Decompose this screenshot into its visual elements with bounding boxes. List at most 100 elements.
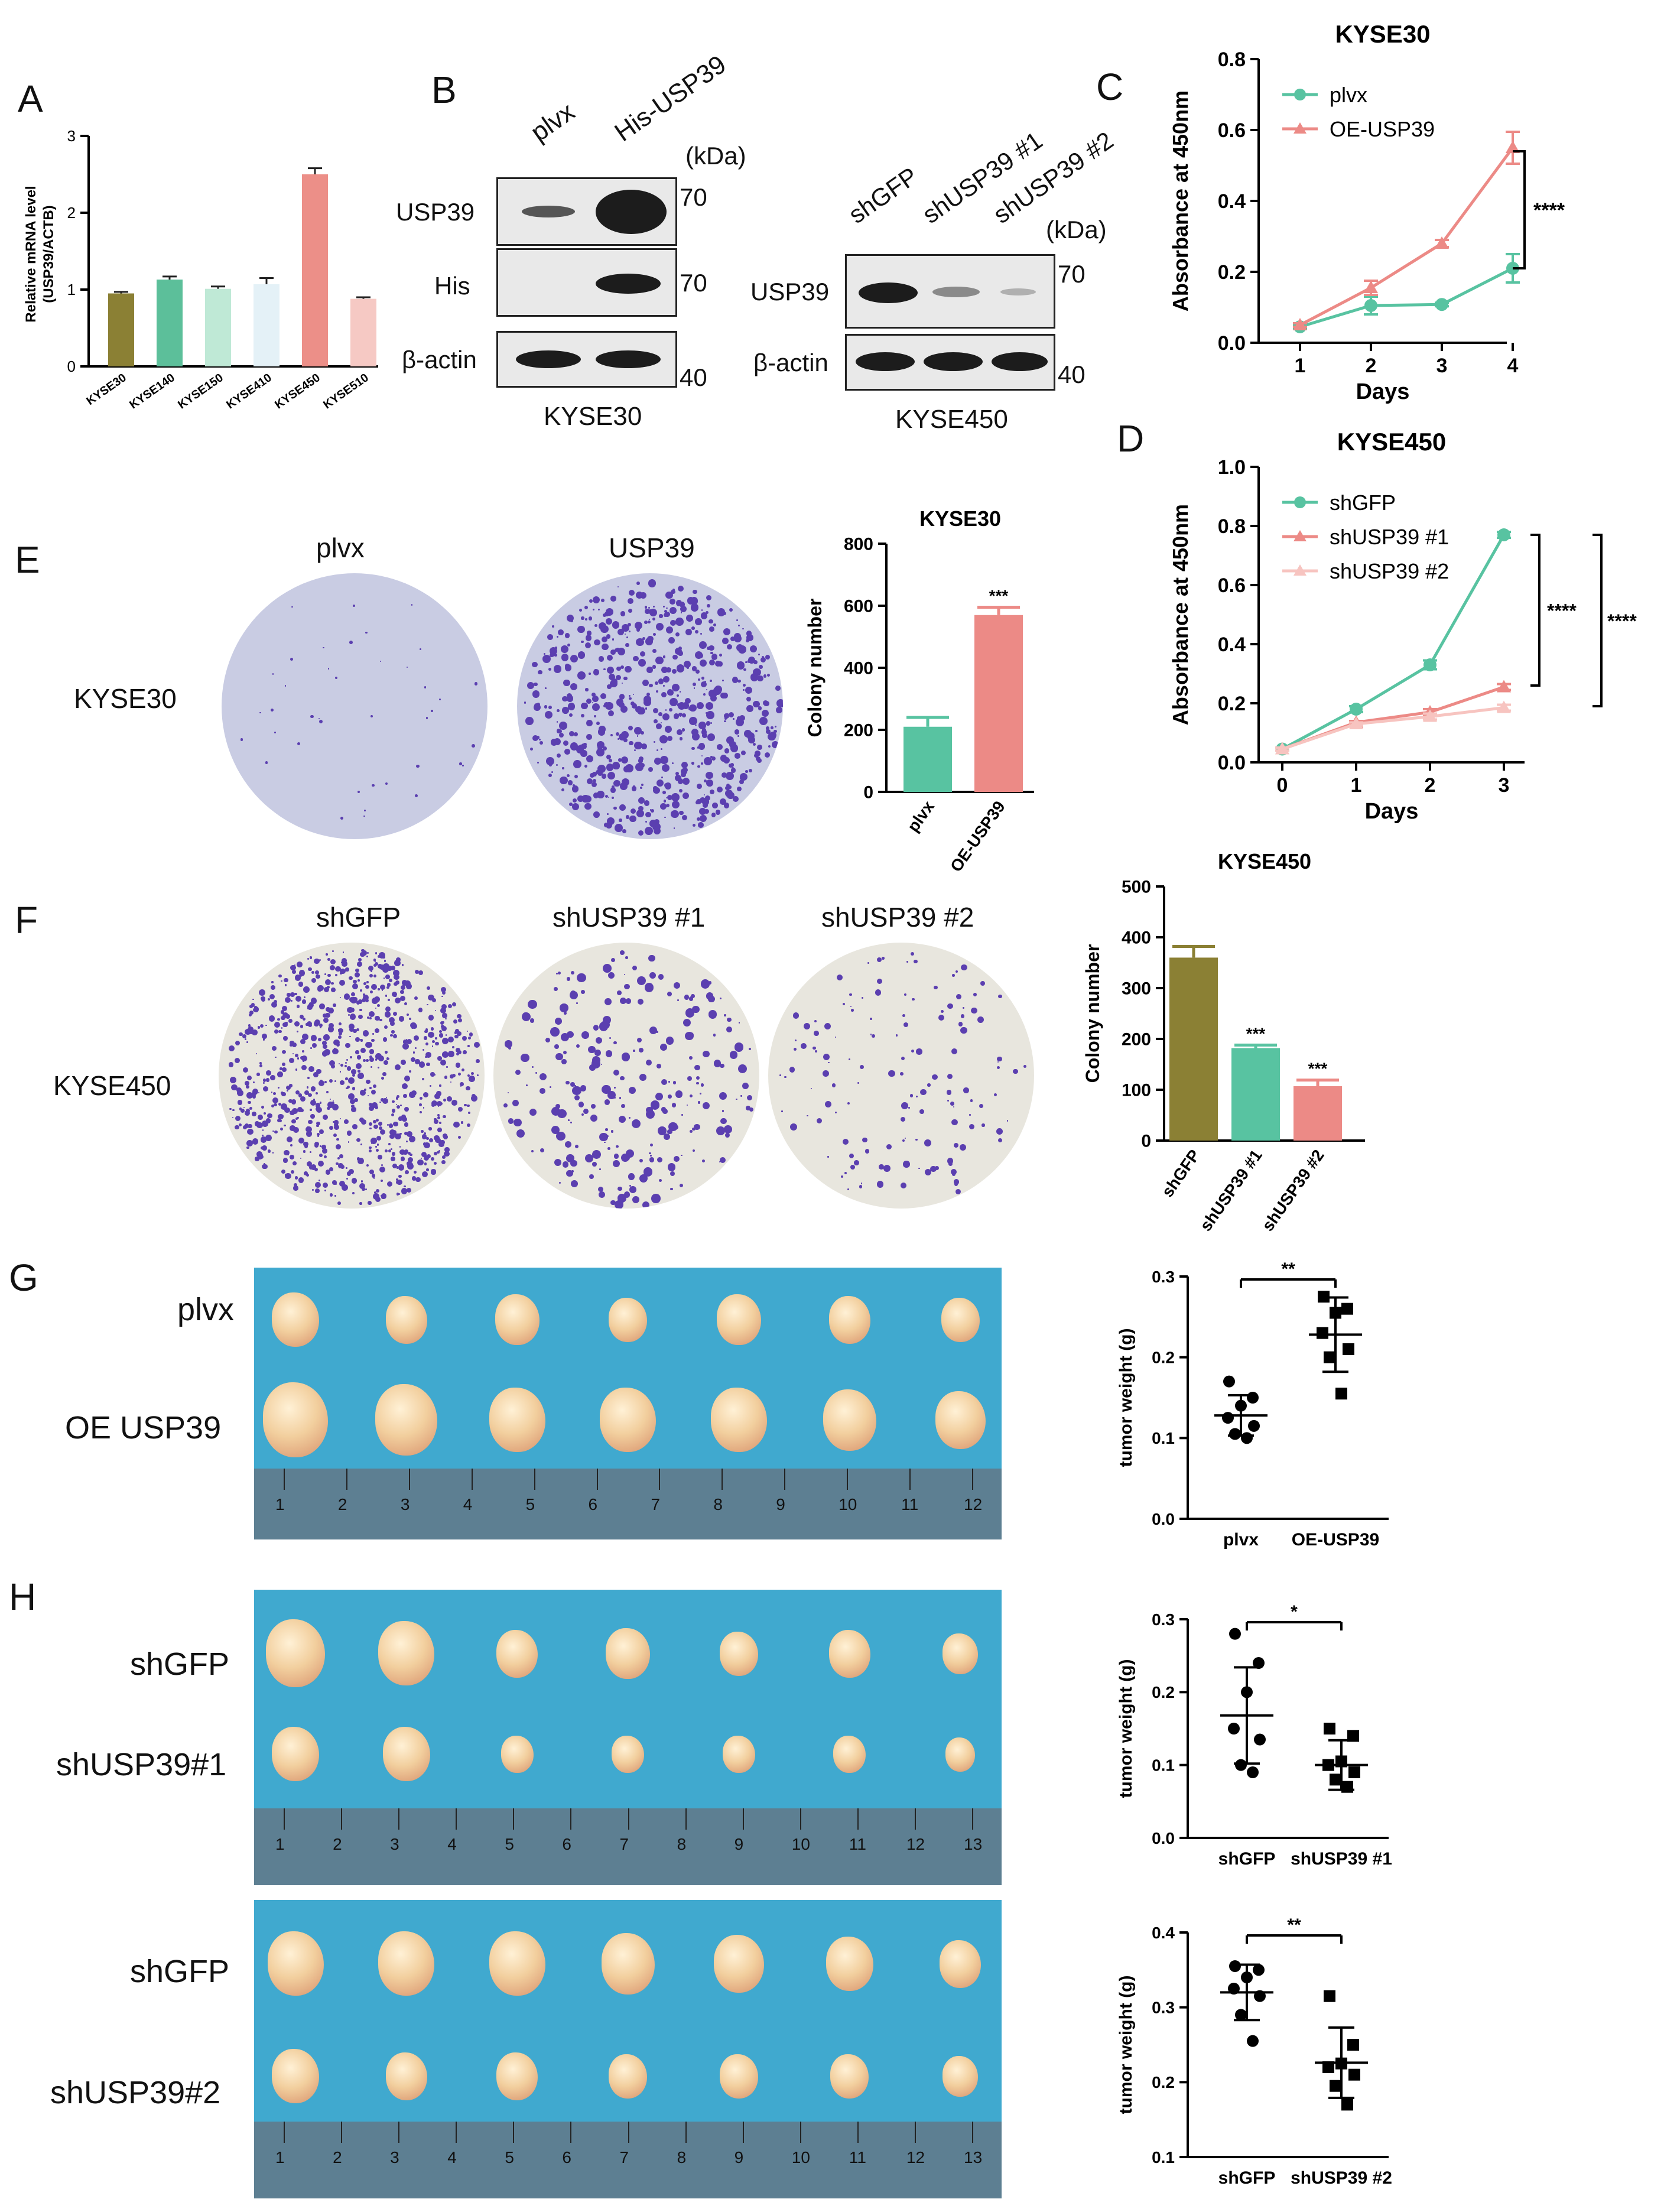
data-point (1228, 1723, 1240, 1734)
ruler-tick-label: 6 (562, 1835, 571, 1853)
ruler-tick-label: 8 (677, 2148, 687, 2166)
tumor (609, 1298, 647, 1342)
tumor (382, 1727, 430, 1781)
blot-usp39-right (845, 254, 1055, 329)
data-point (1435, 236, 1449, 249)
y-tick-label: 0.3 (1152, 1998, 1175, 2016)
y-tick-label: 600 (844, 597, 873, 616)
row-label-beta-actin: β-actin (402, 346, 477, 373)
ruler-tick (857, 1808, 859, 1830)
ruler-tick-label: 7 (651, 1495, 661, 1513)
tumor (267, 1931, 324, 1996)
bar (1231, 1048, 1280, 1141)
ruler-tick (628, 2122, 629, 2143)
y-tick-label: 500 (1122, 878, 1151, 897)
colony-dish-e-usp39 (517, 573, 783, 839)
y-tick-label: 0.0 (1218, 332, 1246, 355)
tumor (713, 1935, 764, 1993)
colony-f-cell-line: KYSE450 (53, 1070, 171, 1101)
tumor-g-row-oe-usp39: OE USP39 (65, 1410, 222, 1446)
y-axis-label: tumor weight (g) (1116, 1976, 1136, 2114)
bar (205, 288, 231, 366)
lane-label-shusp39-2: shUSP39 #2 (988, 126, 1119, 229)
mw-70a: 70 (680, 183, 707, 211)
ruler-tick (341, 1808, 343, 1830)
ruler-tick (972, 2122, 973, 2143)
data-point (1293, 318, 1307, 330)
y-tick-label: 0.4 (1152, 1924, 1175, 1942)
ruler-tick (972, 1808, 973, 1830)
ruler-tick (284, 2122, 285, 2143)
x-tick-label: 2 (1425, 774, 1436, 797)
x-tick-label: KYSE510 (321, 371, 371, 411)
chart-title: KYSE450 (1218, 849, 1311, 873)
tumor (935, 1391, 986, 1449)
ruler-tick-label: 2 (333, 1835, 342, 1853)
data-point (1341, 2099, 1353, 2111)
bar (350, 298, 376, 366)
tumor (942, 1633, 978, 1674)
data-point (1424, 658, 1436, 671)
significance-label: *** (989, 587, 1009, 605)
y-tick-label: 100 (1122, 1081, 1151, 1100)
data-point (1341, 1302, 1353, 1315)
chart-a: 0 1 2 3 Relative mRNA level (USP39/ACTB) KYSE3… (23, 127, 378, 411)
colony-dish-f-shgfp (219, 943, 485, 1209)
y-axis-label: Colony number (804, 599, 826, 738)
y-tick-label: 0.2 (1152, 2073, 1175, 2091)
data-point (1317, 1327, 1328, 1339)
ruler-tick-label: 8 (677, 1835, 687, 1853)
x-tick-label: plvx (904, 797, 938, 835)
series-line (1299, 267, 1514, 329)
data-point (1435, 298, 1448, 311)
ruler-tick-label: 2 (333, 2148, 342, 2166)
ruler-tick-label: 9 (734, 1835, 744, 1853)
colony-dish-e-plvx (222, 573, 488, 839)
legend-label: shUSP39 #1 (1330, 525, 1449, 549)
y-tick-label: 3 (67, 127, 76, 145)
tumor-photo-h1: 1 2 3 4 5 6 7 8 9 10 11 12 13 (254, 1590, 1002, 1885)
ruler-tick (284, 1808, 285, 1830)
ruler-tick (596, 1469, 598, 1490)
data-point (1506, 141, 1520, 153)
ruler-tick-label: 10 (791, 1835, 810, 1853)
y-tick-label: 0 (1141, 1132, 1151, 1151)
tumor (828, 1630, 870, 1678)
y-tick-label: 0 (67, 358, 76, 375)
ruler-tick-label: 12 (906, 1835, 925, 1853)
tumor-h2-row-shgfp: shGFP (130, 1954, 230, 1989)
chart-d: KYSE450 0.0 0.2 0.4 0.6 0.8 1.0 Absorbance at 4… (1168, 428, 1637, 824)
ruler-tick (398, 1808, 400, 1830)
data-point (1497, 700, 1511, 713)
colony-f-label-shgfp: shGFP (316, 902, 401, 933)
data-point (1497, 528, 1510, 541)
ruler-tick-label: 3 (390, 2148, 399, 2166)
chart-c: KYSE30 0.0 0.2 0.4 0.6 0.8 Absorbance at 450nm… (1168, 20, 1565, 404)
tumor-h1-row-shgfp: shGFP (130, 1646, 230, 1682)
y-tick-label: 0.3 (1152, 1268, 1175, 1286)
blot-beta-actin (496, 331, 677, 388)
data-point (1247, 1392, 1259, 1404)
data-point (1248, 1420, 1260, 1432)
x-tick-label: shGFP (1158, 1146, 1204, 1201)
y-tick-label: 0.0 (1152, 1510, 1175, 1528)
row-label-usp39-right: USP39 (750, 278, 830, 306)
tumor-h2-row-shusp39-2: shUSP39#2 (50, 2075, 221, 2110)
row-label-usp39: USP39 (396, 198, 475, 226)
tumor (272, 1727, 319, 1781)
significance-label: **** (1607, 610, 1637, 632)
y-axis-label: tumor weight (g) (1116, 1659, 1136, 1798)
significance-label: **** (1533, 199, 1565, 222)
panel-letter-f: F (15, 899, 38, 941)
data-point (1364, 281, 1378, 293)
colony-dish-f-shusp39-1 (493, 943, 759, 1209)
x-tick-label: OE-USP39 (1292, 1530, 1379, 1550)
tumor (263, 1382, 328, 1457)
tumor-h1-row-shusp39-1: shUSP39#1 (56, 1747, 227, 1782)
data-point (1253, 1964, 1265, 1976)
x-tick-label: shUSP39 #1 (1197, 1146, 1266, 1235)
data-point (1247, 2035, 1259, 2047)
tumor (600, 1388, 656, 1453)
tumor (266, 1619, 325, 1687)
panel-letter-e: E (15, 538, 40, 581)
